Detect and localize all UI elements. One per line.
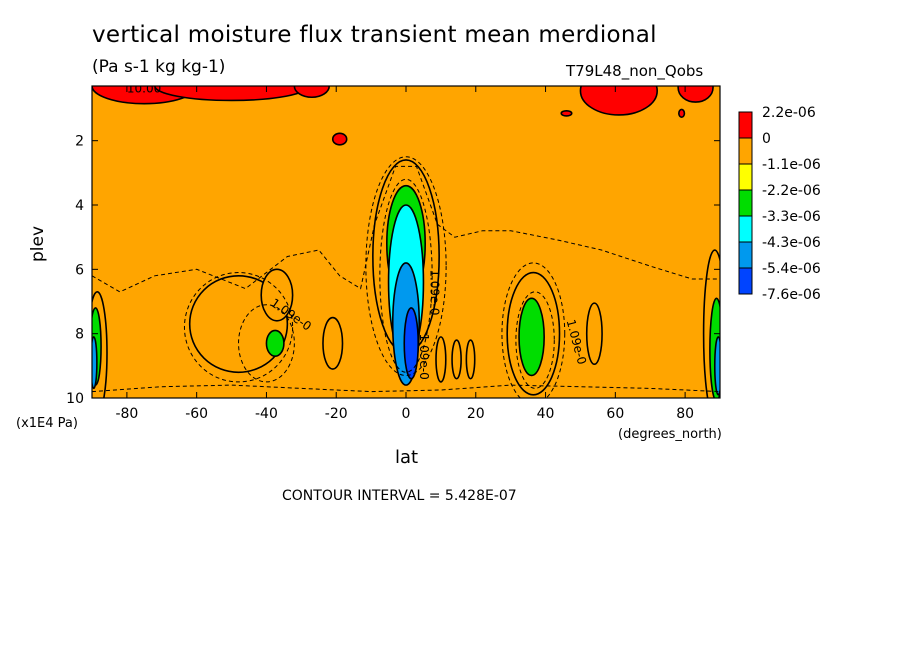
y-axis-units: (x1E4 Pa) (16, 416, 78, 431)
contour-region (331, 132, 348, 146)
contour-region (518, 297, 545, 377)
colorbar-label: -7.6e-06 (762, 287, 821, 303)
colorbar-swatch (738, 241, 753, 269)
dashed-contour (183, 272, 294, 383)
x-tick-label: 0 (402, 406, 411, 422)
dashed-contour (501, 262, 566, 398)
colorbar-swatch (738, 137, 753, 165)
contour-region (585, 302, 603, 366)
contour-region (678, 108, 686, 118)
contour-label: 10.00 (127, 81, 161, 95)
contour-region (677, 86, 714, 103)
x-tick-label: 20 (467, 406, 485, 422)
contour-region (154, 86, 310, 102)
colorbar-swatch (738, 111, 753, 139)
dashed-contour (515, 291, 555, 389)
x-tick-label: -40 (255, 406, 278, 422)
contour-label: 1.09e-0 (427, 269, 441, 315)
x-tick-label: -20 (325, 406, 348, 422)
colorbar-swatch (738, 215, 753, 243)
colorbar-swatch (738, 267, 753, 295)
run-label: T79L48_non_Qobs (566, 62, 704, 80)
x-tick-label: -60 (185, 406, 208, 422)
x-tick-label: 60 (606, 406, 624, 422)
y-tick-label: 4 (75, 198, 84, 214)
chart-title: vertical moisture flux transient mean me… (92, 22, 657, 48)
colorbar-label: 0 (762, 131, 771, 147)
x-tick-label: 40 (537, 406, 555, 422)
colorbar-label: -5.4e-06 (762, 261, 821, 277)
contour-region (451, 339, 462, 380)
colorbar-swatch (738, 163, 753, 191)
y-tick-label: 6 (75, 262, 84, 278)
colorbar-label: -1.1e-06 (762, 157, 821, 173)
dashed-contour (379, 178, 433, 373)
contour-region (92, 336, 98, 390)
contour-region (465, 339, 476, 380)
contour-region (322, 316, 344, 370)
contour-region (265, 329, 285, 357)
contour-region (713, 336, 720, 396)
colorbar-label: -3.3e-06 (762, 209, 821, 225)
y-tick-label: 2 (75, 134, 84, 150)
x-tick-label: 80 (676, 406, 694, 422)
x-axis-units: (degrees_north) (618, 427, 722, 442)
x-axis-label: lat (395, 447, 419, 468)
x-tick-label: -80 (115, 406, 138, 422)
contour-region (435, 336, 447, 383)
outer-dashed-contour (92, 165, 720, 293)
contour-interval-note: CONTOUR INTERVAL = 5.428E-07 (282, 488, 517, 504)
colorbar-label: -4.3e-06 (762, 235, 821, 251)
plot-area: 10.001.09e-0 1.09e-01.09e-0 1.09e-0 (92, 81, 720, 398)
colorbar-swatch (738, 189, 753, 217)
contour-region (579, 86, 658, 116)
dashed-contour (238, 304, 295, 383)
colorbar-label: -2.2e-06 (762, 183, 821, 199)
chart-subtitle: (Pa s-1 kg kg-1) (92, 57, 226, 77)
colorbar-label: 2.2e-06 (762, 105, 816, 121)
contour-label: 1.09e-0 (417, 334, 431, 380)
y-tick-label: 10 (66, 391, 84, 407)
contour-region (403, 307, 420, 380)
contour-region (560, 109, 573, 117)
y-tick-label: 8 (75, 327, 84, 343)
